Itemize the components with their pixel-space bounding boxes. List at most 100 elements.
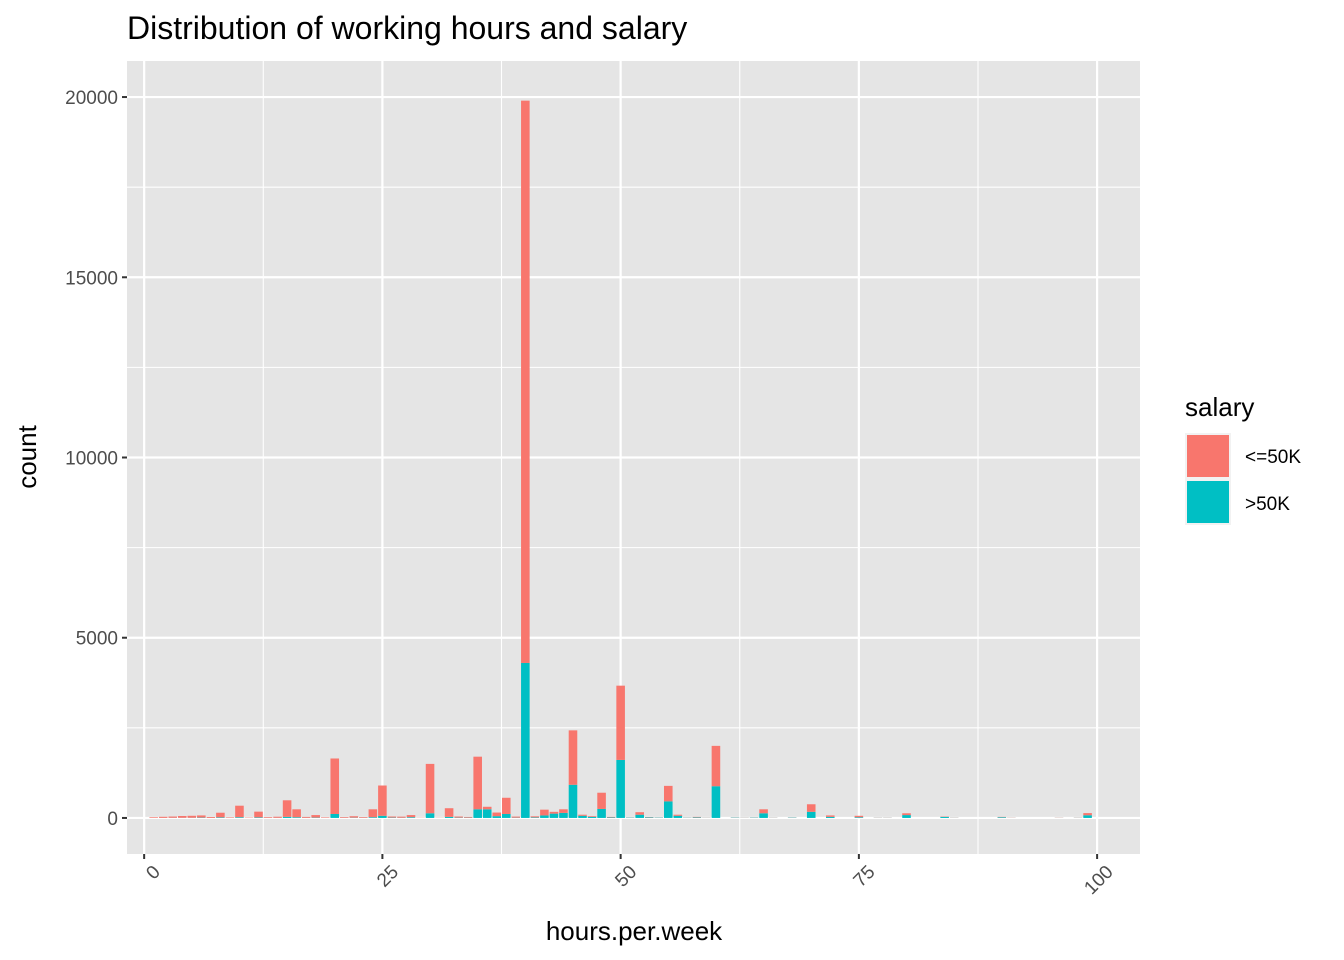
bar-le50k [825,815,835,817]
bar-le50k [378,785,387,816]
bar-gt50k [759,813,768,818]
y-axis-title: count [12,424,42,488]
bar-gt50k [902,815,911,818]
bar-le50k [692,816,702,818]
bar-le50k [454,816,463,818]
bar-gt50k [501,813,511,818]
bar-le50k [463,816,473,818]
chart-title: Distribution of working hours and salary [127,10,687,46]
bar-le50k [235,805,244,818]
bar-le50k [635,812,644,815]
bar-le50k [549,811,559,814]
bar-gt50k [482,809,492,818]
bar-le50k [902,813,911,816]
bar-le50k [282,800,292,817]
bar-le50k [1083,813,1092,816]
bar-le50k [254,811,263,818]
legend-label-le50k: <=50K [1245,447,1301,468]
bar-le50k [387,816,397,818]
y-tick-label: 15000 [65,268,118,289]
bar-gt50k [330,813,340,818]
y-tick-label: 20000 [65,88,118,109]
x-tick-label: 0 [142,862,164,884]
bar-gt50k [806,811,816,818]
bar-le50k [759,809,768,814]
bar-le50k [444,808,454,817]
bar-le50k [578,814,587,816]
bar-gt50k [530,817,540,818]
bar-le50k [482,806,492,810]
bar-gt50k [216,817,225,818]
bar-le50k [568,730,578,785]
bar-le50k [177,816,187,818]
bar-le50k [530,816,540,818]
bar-le50k [540,809,549,816]
legend-swatch-gt50k [1187,481,1229,523]
bar-gt50k [473,809,482,818]
bar-le50k [168,816,178,818]
bar-gt50k [825,816,835,818]
legend: salary <=50K >50K [1185,392,1301,525]
bar-le50k [673,814,683,816]
bar-gt50k [559,812,568,818]
bar-gt50k [378,815,387,818]
bar-le50k [206,816,216,818]
bar-gt50k [549,813,559,818]
bar-gt50k [282,816,292,818]
bar-le50k [197,815,206,818]
bar-le50k [330,758,340,814]
bar-le50k [406,815,416,818]
bar-le50k [311,815,320,818]
bar-le50k [597,792,606,809]
bar-le50k [320,817,330,818]
bars [149,100,1092,818]
bar-le50k [616,685,625,760]
bar-gt50k [444,816,454,818]
bar-le50k [711,745,721,787]
bar-gt50k [254,817,263,818]
bar-le50k [473,756,482,810]
bar-le50k [511,816,521,818]
bar-gt50k [644,817,654,818]
bar-gt50k [235,817,244,818]
bar-gt50k [568,784,578,818]
y-axis: 0 5000 10000 15000 20000 [65,88,127,830]
bar-gt50k [540,815,549,818]
x-tick-label: 50 [611,862,641,892]
bar-le50k [501,797,511,814]
bar-le50k [216,812,225,818]
bar-gt50k [940,816,949,818]
bar-le50k [149,817,158,818]
bar-le50k [187,815,197,818]
bar-le50k [397,816,406,818]
bar-le50k [301,816,311,818]
legend-label-gt50k: >50K [1245,494,1290,515]
bar-gt50k [1083,815,1092,818]
legend-title: salary [1185,392,1254,422]
bar-le50k [349,816,359,818]
bar-gt50k [292,817,301,818]
bar-gt50k [368,817,378,818]
bar-gt50k [406,817,416,818]
y-tick-label: 10000 [65,449,118,470]
bar-gt50k [587,816,597,818]
bar-gt50k [606,817,616,818]
bar-le50k [559,809,568,813]
legend-swatch-le50k [1187,435,1229,477]
bar-le50k [492,812,502,817]
bar-le50k [263,817,273,818]
bar-gt50k [425,813,435,818]
x-tick-label: 100 [1080,862,1117,899]
y-tick-label: 0 [107,809,118,830]
y-tick-label: 5000 [76,629,118,650]
bar-le50k [806,804,816,812]
bar-gt50k [673,815,683,818]
bar-le50k [292,809,301,818]
bar-le50k [368,809,378,818]
bar-gt50k [616,759,625,818]
bar-le50k [158,816,168,818]
bar-gt50k [635,814,644,818]
bar-gt50k [597,808,606,818]
x-tick-label: 25 [373,862,403,892]
